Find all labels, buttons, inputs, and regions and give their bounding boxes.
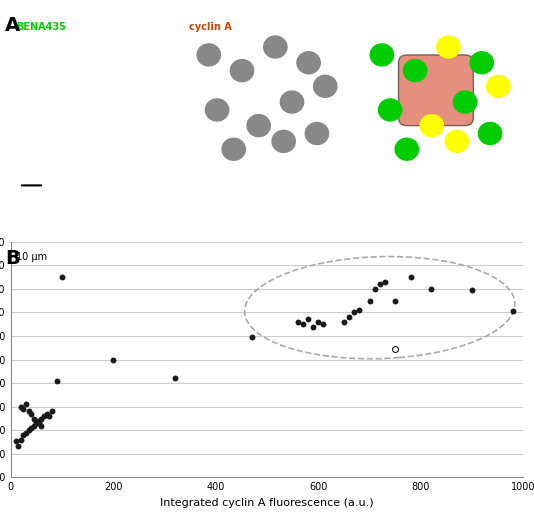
Point: [37, 421, 46, 430]
Point: [381, 278, 389, 286]
Point: [27, 409, 35, 418]
Point: [375, 280, 384, 288]
Circle shape: [33, 99, 56, 121]
Point: [29, 414, 38, 422]
Point: [27, 424, 35, 432]
Circle shape: [230, 60, 254, 81]
Point: [35, 417, 43, 425]
Point: [17, 435, 25, 444]
Point: [25, 407, 33, 416]
Circle shape: [420, 115, 443, 136]
Point: [25, 426, 33, 434]
Point: [294, 318, 302, 326]
Point: [468, 286, 476, 294]
Point: [48, 407, 56, 416]
Point: [391, 296, 399, 305]
Point: [32, 417, 41, 425]
Circle shape: [437, 36, 460, 58]
Circle shape: [140, 75, 164, 98]
Point: [371, 284, 379, 293]
Point: [14, 442, 22, 450]
Point: [12, 437, 20, 445]
Circle shape: [297, 52, 320, 74]
Circle shape: [272, 130, 295, 153]
Circle shape: [24, 44, 48, 66]
Circle shape: [74, 115, 97, 136]
Circle shape: [222, 138, 245, 160]
Point: [42, 409, 51, 418]
Circle shape: [486, 75, 510, 98]
Circle shape: [132, 122, 155, 144]
Point: [45, 412, 53, 420]
Point: [52, 377, 61, 385]
Circle shape: [57, 60, 81, 81]
Circle shape: [264, 36, 287, 58]
Circle shape: [305, 122, 328, 144]
Circle shape: [99, 130, 122, 153]
Circle shape: [206, 99, 229, 121]
Point: [22, 429, 30, 437]
Text: BENA435: BENA435: [15, 22, 66, 32]
Point: [32, 419, 41, 427]
Point: [109, 356, 117, 364]
Text: cyclin A: cyclin A: [189, 22, 232, 32]
Point: [340, 318, 348, 326]
Circle shape: [470, 52, 493, 74]
Circle shape: [107, 91, 130, 113]
Circle shape: [379, 99, 402, 121]
Circle shape: [478, 122, 501, 144]
Circle shape: [124, 52, 147, 74]
Point: [299, 320, 307, 329]
Point: [365, 296, 374, 305]
Circle shape: [313, 75, 337, 98]
Point: [406, 273, 415, 281]
Text: B: B: [5, 249, 20, 268]
Circle shape: [404, 60, 427, 81]
Circle shape: [91, 36, 114, 58]
Point: [17, 403, 25, 411]
Point: [35, 419, 43, 427]
Point: [355, 306, 364, 314]
Text: 10 μm: 10 μm: [16, 252, 47, 262]
Point: [350, 308, 358, 317]
Circle shape: [197, 44, 221, 66]
Text: A: A: [5, 16, 20, 35]
Point: [22, 400, 30, 408]
Point: [345, 313, 354, 321]
Circle shape: [49, 138, 72, 160]
Point: [40, 412, 48, 420]
Point: [427, 284, 435, 293]
FancyBboxPatch shape: [398, 55, 473, 126]
Point: [509, 307, 517, 316]
Text: overlay: overlay: [362, 22, 403, 32]
Point: [58, 273, 66, 281]
Point: [391, 345, 399, 353]
Point: [37, 414, 46, 422]
Point: [247, 333, 256, 342]
Point: [314, 318, 323, 326]
Point: [19, 405, 28, 413]
Point: [319, 320, 328, 329]
Circle shape: [370, 44, 394, 66]
Point: [309, 322, 317, 331]
Circle shape: [247, 115, 270, 136]
Circle shape: [280, 91, 304, 113]
Point: [170, 374, 179, 383]
Circle shape: [395, 138, 419, 160]
Circle shape: [445, 130, 468, 153]
Circle shape: [453, 91, 477, 113]
Point: [29, 421, 38, 430]
Point: [304, 316, 312, 324]
X-axis label: Integrated cyclin A fluorescence (a.u.): Integrated cyclin A fluorescence (a.u.): [160, 498, 374, 508]
Point: [19, 431, 28, 439]
